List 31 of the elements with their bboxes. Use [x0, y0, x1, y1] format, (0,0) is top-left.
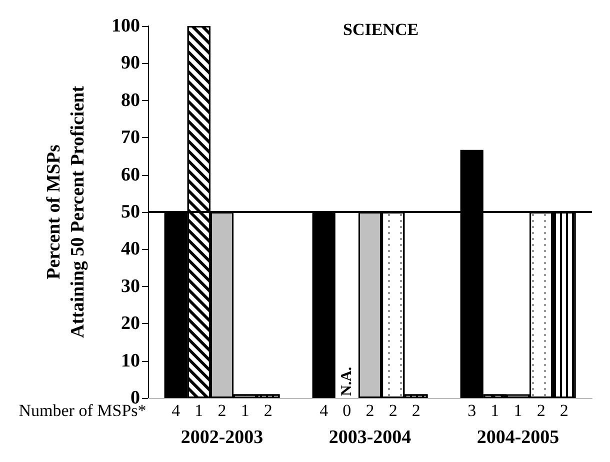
text: 2 [412, 401, 420, 420]
y-tick-label: 70 [121, 127, 140, 148]
text: 4 [320, 401, 329, 420]
text: 1 [490, 401, 500, 420]
text: 4 [172, 401, 181, 420]
y-tick-label: 60 [121, 164, 140, 186]
annotation: N.A. [338, 366, 355, 396]
text: 0 [342, 401, 352, 420]
y-tick-label: 20 [121, 313, 140, 334]
y-tick-label: 100 [112, 16, 140, 36]
y-tick-label: 90 [121, 52, 140, 74]
y-axis-title: Percent of MSPs Attaining 50 Percent Proficient [44, 85, 88, 338]
text: 3 [468, 401, 476, 420]
x-tick-label: 2004-2005 [476, 427, 560, 448]
x-tick-label: 2002-2003 [180, 427, 264, 448]
text: 2 [366, 401, 374, 420]
x-tick-label: 2003-2004 [328, 427, 412, 448]
text: 2 [218, 401, 226, 420]
text: 2 [388, 401, 398, 420]
y-tick-label: 30 [121, 276, 140, 297]
y-tick-label: 40 [121, 238, 140, 260]
y-tick-label: 80 [121, 90, 140, 111]
text: 2 [560, 401, 568, 420]
text: 1 [240, 401, 250, 420]
y-tick-label: 50 [121, 202, 140, 222]
text: 2 [264, 401, 272, 420]
y-tick-label: 10 [121, 350, 140, 372]
text: 1 [194, 401, 204, 420]
text: 1 [514, 401, 522, 420]
text: 2 [536, 401, 546, 420]
chart-title: SCIENCE [343, 20, 419, 39]
